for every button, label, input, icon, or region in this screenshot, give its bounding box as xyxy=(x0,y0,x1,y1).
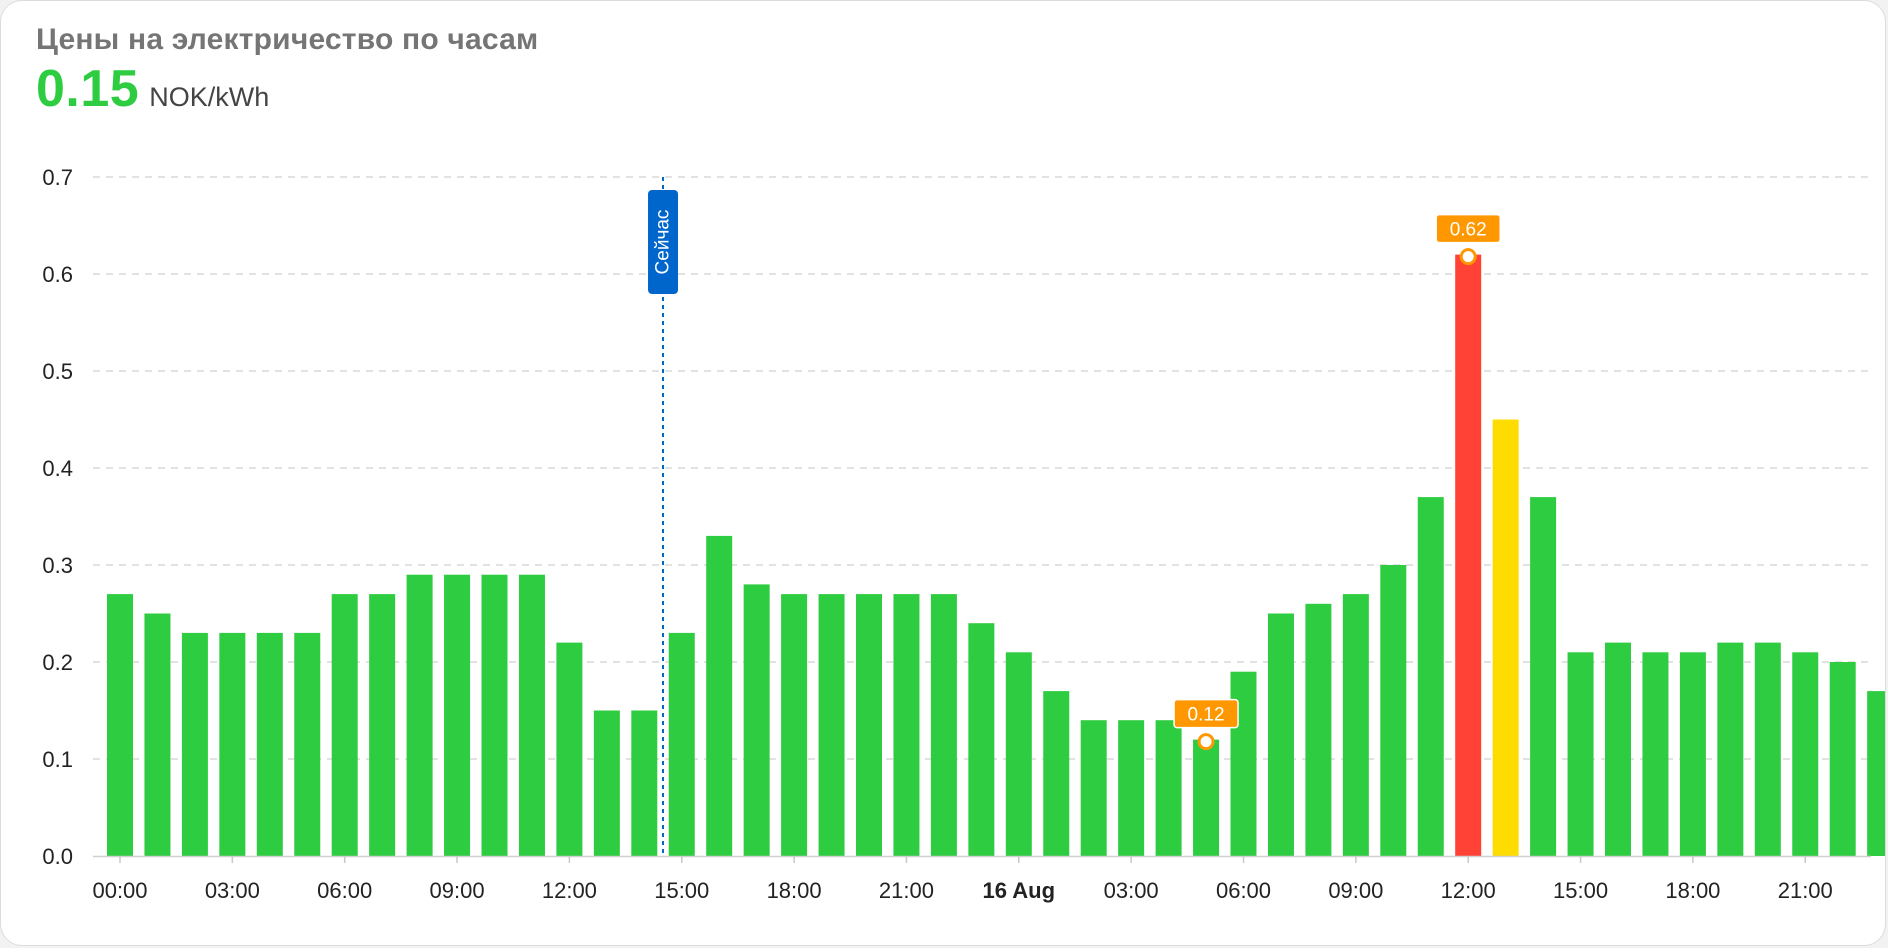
price-bar[interactable] xyxy=(1156,720,1182,856)
y-tick-label: 0.6 xyxy=(42,262,73,287)
price-bar[interactable] xyxy=(1380,565,1406,856)
price-bar[interactable] xyxy=(1305,604,1331,856)
price-bar[interactable] xyxy=(1455,255,1481,856)
price-bar[interactable] xyxy=(1418,497,1444,856)
price-bar[interactable] xyxy=(444,575,470,856)
annotation-label: 0.12 xyxy=(1188,705,1225,726)
x-tick-label: 00:00 xyxy=(92,878,147,903)
price-bar[interactable] xyxy=(856,594,882,856)
price-bar[interactable] xyxy=(219,633,245,856)
price-bar[interactable] xyxy=(1530,497,1556,856)
y-tick-label: 0.1 xyxy=(42,747,73,772)
x-tick-label: 09:00 xyxy=(1328,878,1383,903)
price-bar[interactable] xyxy=(706,536,732,856)
price-bar[interactable] xyxy=(669,633,695,856)
price-bar[interactable] xyxy=(781,594,807,856)
x-tick-label: 21:00 xyxy=(1778,878,1833,903)
price-bar[interactable] xyxy=(1193,740,1219,856)
price-bar[interactable] xyxy=(1717,643,1743,856)
price-bar[interactable] xyxy=(1118,720,1144,856)
price-bar[interactable] xyxy=(1792,652,1818,856)
price-bar[interactable] xyxy=(1568,652,1594,856)
y-tick-label: 0.0 xyxy=(42,844,73,869)
x-tick-label: 03:00 xyxy=(205,878,260,903)
price-bar[interactable] xyxy=(819,594,845,856)
annotation-label: 0.62 xyxy=(1450,220,1487,241)
price-bar[interactable] xyxy=(1043,691,1069,856)
price-bar[interactable] xyxy=(332,594,358,856)
x-tick-label: 18:00 xyxy=(1665,878,1720,903)
price-bar[interactable] xyxy=(1268,614,1294,857)
price-bar[interactable] xyxy=(257,633,283,856)
price-bar[interactable] xyxy=(1493,420,1519,857)
price-bar[interactable] xyxy=(594,711,620,857)
price-bar[interactable] xyxy=(631,711,657,857)
x-tick-label: 06:00 xyxy=(1216,878,1271,903)
x-tick-label: 03:00 xyxy=(1104,878,1159,903)
price-bar[interactable] xyxy=(1830,662,1856,856)
price-bar[interactable] xyxy=(1680,652,1706,856)
y-tick-label: 0.7 xyxy=(42,165,73,190)
price-bar[interactable] xyxy=(968,623,994,856)
price-bar[interactable] xyxy=(482,575,508,856)
x-tick-label: 21:00 xyxy=(879,878,934,903)
price-bar[interactable] xyxy=(294,633,320,856)
price-bar[interactable] xyxy=(893,594,919,856)
x-tick-label: 15:00 xyxy=(1553,878,1608,903)
price-bar[interactable] xyxy=(1343,594,1369,856)
price-bar[interactable] xyxy=(1605,643,1631,856)
price-bar[interactable] xyxy=(931,594,957,856)
price-bar[interactable] xyxy=(369,594,395,856)
price-bar[interactable] xyxy=(1755,643,1781,856)
x-tick-label: 16 Aug xyxy=(983,878,1056,903)
price-bar[interactable] xyxy=(1006,652,1032,856)
x-tick-label: 12:00 xyxy=(1441,878,1496,903)
y-tick-label: 0.5 xyxy=(42,359,73,384)
price-bar[interactable] xyxy=(1642,652,1668,856)
x-tick-label: 09:00 xyxy=(430,878,485,903)
x-tick-label: 06:00 xyxy=(317,878,372,903)
x-tick-label: 15:00 xyxy=(654,878,709,903)
x-tick-label: 18:00 xyxy=(767,878,822,903)
price-bar[interactable] xyxy=(182,633,208,856)
price-bar[interactable] xyxy=(407,575,433,856)
price-bar[interactable] xyxy=(1867,691,1886,856)
price-bar[interactable] xyxy=(107,594,133,856)
annotation-marker xyxy=(1461,250,1475,264)
y-tick-label: 0.3 xyxy=(42,553,73,578)
now-label: Сейчас xyxy=(653,210,674,275)
x-tick-label: 12:00 xyxy=(542,878,597,903)
price-bar[interactable] xyxy=(1081,720,1107,856)
price-bar[interactable] xyxy=(519,575,545,856)
price-bar[interactable] xyxy=(744,584,770,856)
price-bar[interactable] xyxy=(556,643,582,856)
y-tick-label: 0.4 xyxy=(42,456,73,481)
price-bar[interactable] xyxy=(144,614,170,857)
y-tick-label: 0.2 xyxy=(42,650,73,675)
annotation-marker xyxy=(1199,735,1213,749)
